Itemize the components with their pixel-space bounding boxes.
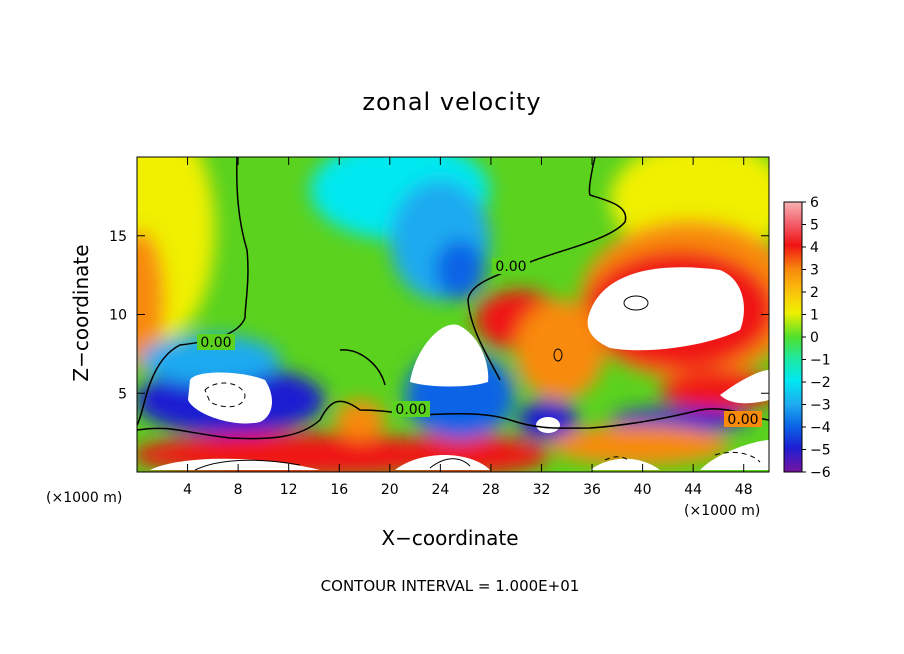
colorbar-tick-label: 3 <box>810 263 819 279</box>
colorbar-tick-label: −2 <box>810 375 831 391</box>
colorbar: 6 5 4 3 2 1 0 −1 −2 −3 −4 −5 −6 <box>783 195 831 481</box>
colorbar-tick-label: −5 <box>810 443 831 459</box>
white-region <box>410 324 489 387</box>
contour-label: 0.00 <box>495 259 526 275</box>
x-tick-label: 8 <box>234 482 243 498</box>
contour-interval-note: CONTOUR INTERVAL = 1.000E+01 <box>320 577 580 595</box>
colorbar-tick-label: 2 <box>810 285 819 301</box>
y-tick-label: 5 <box>118 386 127 402</box>
white-region <box>188 372 272 424</box>
x-tick-label: 12 <box>280 482 298 498</box>
white-region <box>720 370 769 404</box>
white-region <box>150 458 320 470</box>
chart-title: zonal velocity <box>362 88 542 116</box>
contour-label-group: 0.00 0.00 0.00 0.00 <box>197 258 762 428</box>
white-region <box>536 417 560 433</box>
x-tick-label: 48 <box>735 482 753 498</box>
negative-contours <box>204 382 761 463</box>
contour-label: 0.00 <box>200 335 231 351</box>
x-units-right: (×1000 m) <box>684 503 761 519</box>
white-region <box>395 455 490 470</box>
positive-contours <box>194 295 649 471</box>
colorbar-tick-label: −1 <box>810 353 831 369</box>
heatmap-field: 0.00 0.00 0.00 0.00 <box>137 157 769 472</box>
x-axis-label: X−coordinate <box>381 526 519 550</box>
colorbar-scale <box>783 201 803 473</box>
colorbar-tick-label: −4 <box>810 420 831 436</box>
x-tick-label: 20 <box>381 482 399 498</box>
x-tick-label: 44 <box>684 482 702 498</box>
colorbar-tick-label: 6 <box>810 195 819 211</box>
x-tick-label: 32 <box>533 482 551 498</box>
colorbar-tick-label: −6 <box>810 465 831 481</box>
x-units-left: (×1000 m) <box>46 490 123 506</box>
x-tick-label: 16 <box>330 482 348 498</box>
x-tick-label: 40 <box>634 482 652 498</box>
y-axis: 5 10 15 <box>109 229 769 402</box>
colorbar-tick-label: 4 <box>810 240 819 256</box>
y-tick-label: 15 <box>109 229 127 245</box>
x-tick-label: 28 <box>482 482 500 498</box>
x-tick-label: 4 <box>183 482 192 498</box>
contour-label: 0.00 <box>395 402 426 418</box>
y-tick-label: 10 <box>109 308 127 324</box>
white-region <box>587 267 744 351</box>
colorbar-tick-label: 5 <box>810 218 819 234</box>
y-axis-label: Z−coordinate <box>69 244 93 382</box>
x-tick-label: 36 <box>583 482 601 498</box>
x-tick-label: 24 <box>431 482 449 498</box>
contour-label: 0.00 <box>727 412 758 428</box>
colorbar-tick-label: 0 <box>810 330 819 346</box>
white-region <box>700 440 769 470</box>
x-axis: 4 8 12 16 20 24 28 32 36 40 44 48 <box>183 157 753 498</box>
colorbar-tick-label: 1 <box>810 308 819 324</box>
colorbar-tick-label: −3 <box>810 398 831 414</box>
